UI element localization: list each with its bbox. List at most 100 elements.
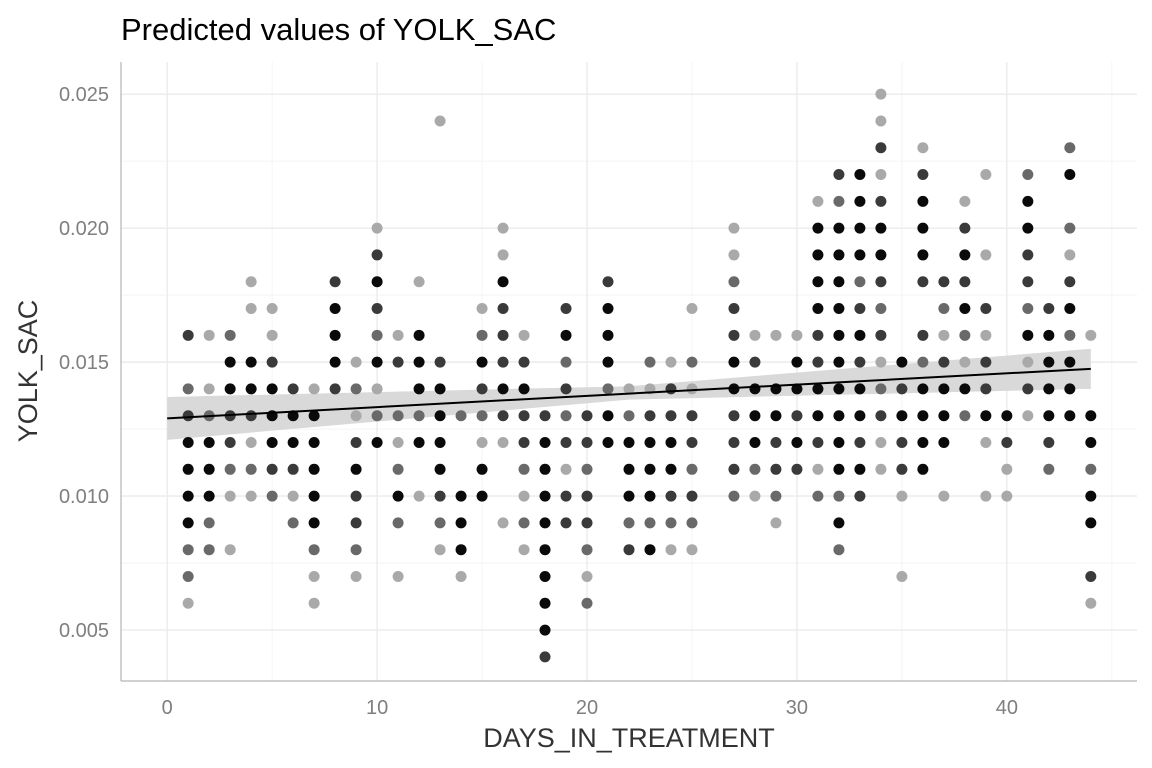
data-point — [791, 356, 803, 368]
data-point — [1064, 303, 1076, 315]
data-point — [329, 329, 341, 341]
data-point — [1043, 383, 1055, 395]
data-point — [350, 437, 362, 449]
data-point — [455, 570, 467, 582]
data-point — [308, 570, 320, 582]
data-point — [896, 490, 908, 502]
data-point — [518, 463, 530, 475]
data-point — [560, 490, 572, 502]
data-point — [245, 276, 257, 288]
data-point — [497, 517, 509, 529]
data-point — [896, 570, 908, 582]
minor-grid — [121, 62, 1137, 681]
data-point — [812, 249, 824, 261]
data-point — [686, 356, 698, 368]
data-point — [602, 410, 614, 422]
data-point — [623, 383, 635, 395]
data-point — [455, 517, 467, 529]
data-point — [812, 329, 824, 341]
chart-title: Predicted values of YOLK_SAC — [121, 12, 556, 47]
data-point — [203, 490, 215, 502]
data-point — [392, 517, 404, 529]
data-point — [371, 329, 383, 341]
data-point — [392, 356, 404, 368]
data-point — [497, 383, 509, 395]
data-point — [770, 437, 782, 449]
data-point — [875, 329, 887, 341]
data-point — [413, 490, 425, 502]
data-point — [812, 437, 824, 449]
data-point — [917, 249, 929, 261]
y-tick-label: 0.015 — [59, 352, 109, 374]
data-point — [497, 356, 509, 368]
data-point — [182, 597, 194, 609]
x-tick-label: 30 — [786, 697, 808, 719]
data-point — [539, 490, 551, 502]
data-point — [497, 276, 509, 288]
data-point — [980, 329, 992, 341]
data-point — [497, 410, 509, 422]
data-point — [623, 437, 635, 449]
data-point — [854, 410, 866, 422]
data-point — [518, 356, 530, 368]
data-point — [350, 356, 362, 368]
data-point — [224, 383, 236, 395]
data-point — [938, 329, 950, 341]
data-point — [917, 276, 929, 288]
data-point — [1043, 329, 1055, 341]
data-point — [833, 544, 845, 556]
data-point — [938, 383, 950, 395]
data-point — [833, 249, 845, 261]
fit-line-layer — [167, 367, 1091, 420]
data-point — [371, 303, 383, 315]
data-point — [686, 544, 698, 556]
data-point — [182, 570, 194, 582]
data-point — [287, 383, 299, 395]
data-point — [980, 303, 992, 315]
data-point — [1022, 195, 1034, 207]
data-point — [959, 303, 971, 315]
data-point — [581, 597, 593, 609]
data-point — [476, 410, 488, 422]
data-point — [917, 356, 929, 368]
data-point — [371, 249, 383, 261]
data-point — [539, 463, 551, 475]
data-point — [1064, 410, 1076, 422]
data-point — [665, 356, 677, 368]
data-point — [959, 383, 971, 395]
points-layer — [182, 88, 1097, 663]
data-point — [665, 410, 677, 422]
data-point — [833, 222, 845, 234]
data-point — [791, 410, 803, 422]
data-point — [1085, 490, 1097, 502]
data-point — [476, 490, 488, 502]
data-point — [812, 463, 824, 475]
y-tick-label: 0.010 — [59, 486, 109, 508]
data-point — [434, 115, 446, 127]
data-point — [1001, 490, 1013, 502]
data-point — [245, 356, 257, 368]
data-point — [350, 490, 362, 502]
data-point — [308, 383, 320, 395]
data-point — [266, 437, 278, 449]
x-tick-label: 10 — [366, 697, 388, 719]
data-point — [854, 276, 866, 288]
data-point — [287, 517, 299, 529]
data-point — [644, 437, 656, 449]
data-point — [665, 490, 677, 502]
data-point — [560, 463, 572, 475]
data-point — [980, 490, 992, 502]
data-point — [1064, 356, 1076, 368]
data-point — [455, 490, 467, 502]
data-point — [749, 463, 761, 475]
data-point — [1064, 329, 1076, 341]
data-point — [770, 490, 782, 502]
data-point — [959, 329, 971, 341]
data-point — [728, 356, 740, 368]
data-point — [875, 437, 887, 449]
data-point — [980, 169, 992, 181]
data-point — [182, 463, 194, 475]
data-point — [833, 329, 845, 341]
data-point — [686, 463, 698, 475]
data-point — [770, 329, 782, 341]
